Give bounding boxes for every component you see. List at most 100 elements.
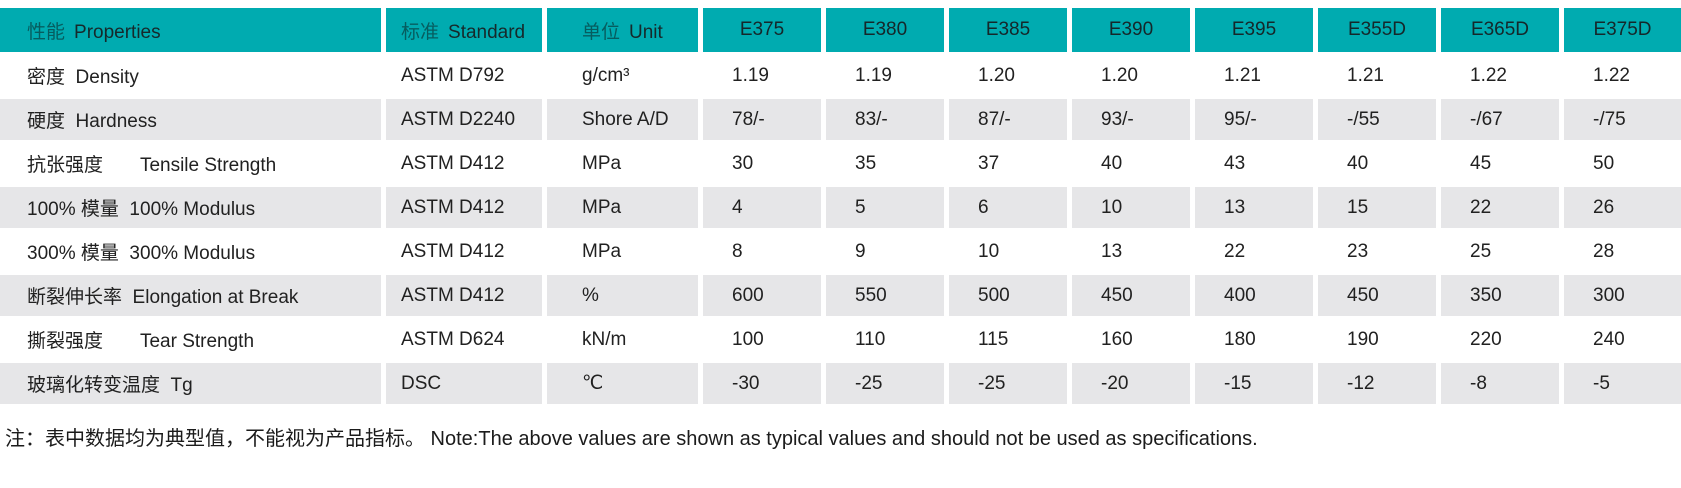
header-row: 性能 Properties 标准 Standard 单位 Unit E375 E380 E… [0,8,1681,52]
property-cell: 断裂伸长率 Elongation at Break [0,275,381,316]
value-cell: 1.19 [703,55,821,96]
table-row: 硬度 Hardness ASTM D2240 Shore A/D 78/- 83/- 87… [0,99,1681,140]
value-cell: 30 [703,143,821,184]
property-cell: 硬度 Hardness [0,99,381,140]
footnote: 注：表中数据均为典型值，不能视为产品指标。 Note:The above val… [5,428,1258,450]
value-cell: -/67 [1441,99,1559,140]
value-cell: 600 [703,275,821,316]
value-cell: 87/- [949,99,1067,140]
value-cell: 15 [1318,187,1436,228]
value-cell: 240 [1564,319,1681,360]
value-cell: 40 [1072,143,1190,184]
table-row: 300% 模量 300% Modulus ASTM D412 MPa 8 9 10 13 22… [0,231,1681,272]
datasheet-page: 性能 Properties 标准 Standard 单位 Unit E375 E380 E… [0,5,1681,450]
header-grade-e375d: E375D [1564,8,1681,52]
table-row: 撕裂强度 Tear Strength ASTM D624 kN/m 100 110 115… [0,319,1681,360]
header-unit-zh: 单位 [582,21,621,43]
unit-cell: kN/m [547,319,698,360]
value-cell: 1.20 [1072,55,1190,96]
unit-cell: Shore A/D [547,99,698,140]
value-cell: 95/- [1195,99,1313,140]
value-cell: 13 [1072,231,1190,272]
unit-cell: MPa [547,187,698,228]
value-cell: 450 [1072,275,1190,316]
value-cell: 190 [1318,319,1436,360]
value-cell: -25 [949,363,1067,404]
value-cell: 5 [826,187,944,228]
value-cell: 1.20 [949,55,1067,96]
value-cell: 1.22 [1441,55,1559,96]
value-cell: -20 [1072,363,1190,404]
header-grade-e375: E375 [703,8,821,52]
header-properties-zh: 性能 [27,21,66,43]
table-row: 抗张强度 Tensile Strength ASTM D412 MPa 30 35 37 4… [0,143,1681,184]
header-grade-e385: E385 [949,8,1067,52]
value-cell: -15 [1195,363,1313,404]
header-properties: 性能 Properties [0,8,381,52]
header-grade-e355d: E355D [1318,8,1436,52]
value-cell: 400 [1195,275,1313,316]
table-row: 100% 模量 100% Modulus ASTM D412 MPa 4 5 6 10 13 1… [0,187,1681,228]
value-cell: 22 [1441,187,1559,228]
standard-cell: DSC [386,363,542,404]
table-row: 密度 Density ASTM D792 g/cm³ 1.19 1.19 1.20 1.20… [0,55,1681,96]
header-standard: 标准 Standard [386,8,542,52]
header-grade-e380: E380 [826,8,944,52]
unit-cell: ℃ [547,363,698,404]
value-cell: 110 [826,319,944,360]
value-cell: 43 [1195,143,1313,184]
value-cell: 28 [1564,231,1681,272]
value-cell: 6 [949,187,1067,228]
unit-cell: MPa [547,143,698,184]
value-cell: 50 [1564,143,1681,184]
header-grade-e365d: E365D [1441,8,1559,52]
table-row: 玻璃化转变温度 Tg DSC ℃ -30 -25 -25 -20 -15 -12 -8 -5 [0,363,1681,404]
value-cell: 93/- [1072,99,1190,140]
value-cell: 550 [826,275,944,316]
value-cell: 180 [1195,319,1313,360]
header-unit: 单位 Unit [547,8,698,52]
value-cell: 1.21 [1195,55,1313,96]
value-cell: 35 [826,143,944,184]
unit-cell: MPa [547,231,698,272]
unit-cell: g/cm³ [547,55,698,96]
unit-cell: % [547,275,698,316]
value-cell: -25 [826,363,944,404]
properties-table: 性能 Properties 标准 Standard 单位 Unit E375 E380 E… [0,5,1681,407]
value-cell: -30 [703,363,821,404]
property-cell: 100% 模量 100% Modulus [0,187,381,228]
standard-cell: ASTM D792 [386,55,542,96]
property-cell: 300% 模量 300% Modulus [0,231,381,272]
value-cell: 100 [703,319,821,360]
value-cell: 300 [1564,275,1681,316]
value-cell: 1.22 [1564,55,1681,96]
value-cell: 4 [703,187,821,228]
value-cell: 22 [1195,231,1313,272]
value-cell: 45 [1441,143,1559,184]
value-cell: 160 [1072,319,1190,360]
standard-cell: ASTM D2240 [386,99,542,140]
value-cell: 26 [1564,187,1681,228]
header-properties-en: Properties [74,21,161,43]
value-cell: 10 [949,231,1067,272]
header-grade-e390: E390 [1072,8,1190,52]
value-cell: 25 [1441,231,1559,272]
value-cell: 9 [826,231,944,272]
property-cell: 玻璃化转变温度 Tg [0,363,381,404]
value-cell: -12 [1318,363,1436,404]
standard-cell: ASTM D624 [386,319,542,360]
value-cell: 8 [703,231,821,272]
header-unit-en: Unit [629,21,663,43]
standard-cell: ASTM D412 [386,275,542,316]
value-cell: 13 [1195,187,1313,228]
standard-cell: ASTM D412 [386,143,542,184]
value-cell: -8 [1441,363,1559,404]
value-cell: 1.21 [1318,55,1436,96]
value-cell: 220 [1441,319,1559,360]
value-cell: 23 [1318,231,1436,272]
table-body: 密度 Density ASTM D792 g/cm³ 1.19 1.19 1.20 1.20… [0,55,1681,404]
standard-cell: ASTM D412 [386,187,542,228]
value-cell: 10 [1072,187,1190,228]
property-cell: 抗张强度 Tensile Strength [0,143,381,184]
value-cell: 83/- [826,99,944,140]
